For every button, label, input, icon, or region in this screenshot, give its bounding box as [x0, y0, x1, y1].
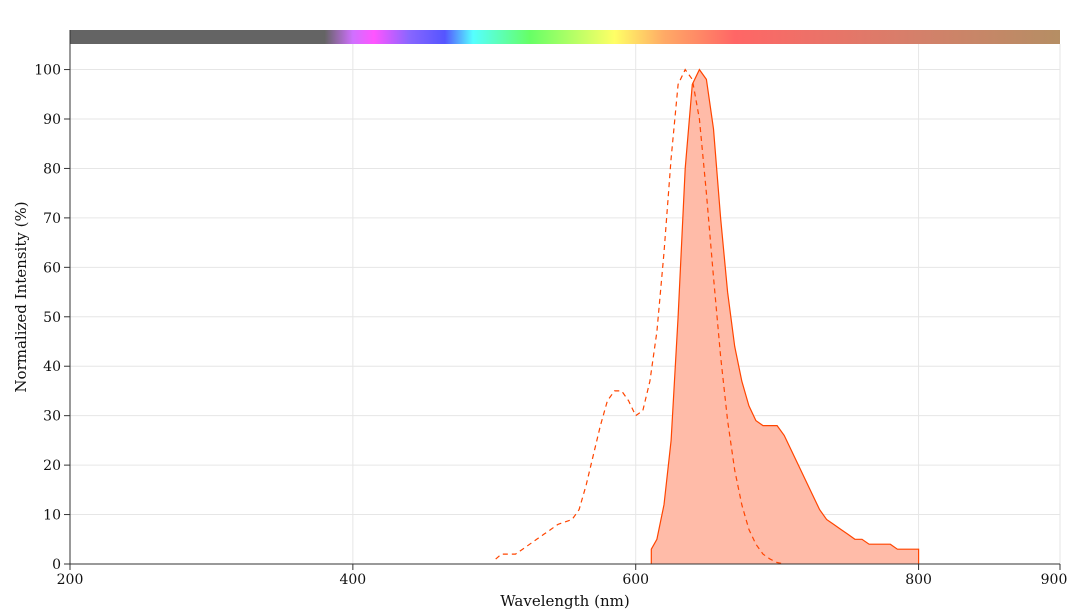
y-axis-ticks: 0 10 20 30 40 50 60 70 80 90 100 — [34, 63, 70, 573]
x-tick-label: 800 — [905, 572, 932, 588]
spectrum-bar — [70, 30, 1060, 44]
y-tick-label: 70 — [43, 211, 61, 227]
y-tick-label: 60 — [43, 260, 61, 276]
y-tick-label: 40 — [43, 359, 61, 375]
y-tick-label: 20 — [43, 458, 61, 474]
x-axis-title: Wavelength (nm) — [500, 592, 629, 610]
y-tick-label: 50 — [43, 310, 61, 326]
grid-lines — [69, 44, 1061, 565]
x-tick-label: 900 — [1041, 572, 1068, 588]
y-tick-label: 80 — [43, 161, 61, 177]
excitation-line — [495, 68, 785, 564]
y-axis-title: Normalized Intensity (%) — [12, 201, 30, 392]
x-tick-label: 400 — [339, 572, 366, 588]
x-axis-ticks: 200 400 600 800 900 — [57, 564, 1068, 588]
y-tick-label: 90 — [43, 112, 61, 128]
y-tick-label: 30 — [43, 409, 61, 425]
y-tick-label: 10 — [43, 508, 61, 524]
y-tick-label: 100 — [34, 63, 61, 79]
emission-line — [650, 68, 920, 564]
x-tick-label: 200 — [57, 572, 84, 588]
x-tick-label: 600 — [622, 572, 649, 588]
y-tick-label: 0 — [52, 557, 61, 573]
